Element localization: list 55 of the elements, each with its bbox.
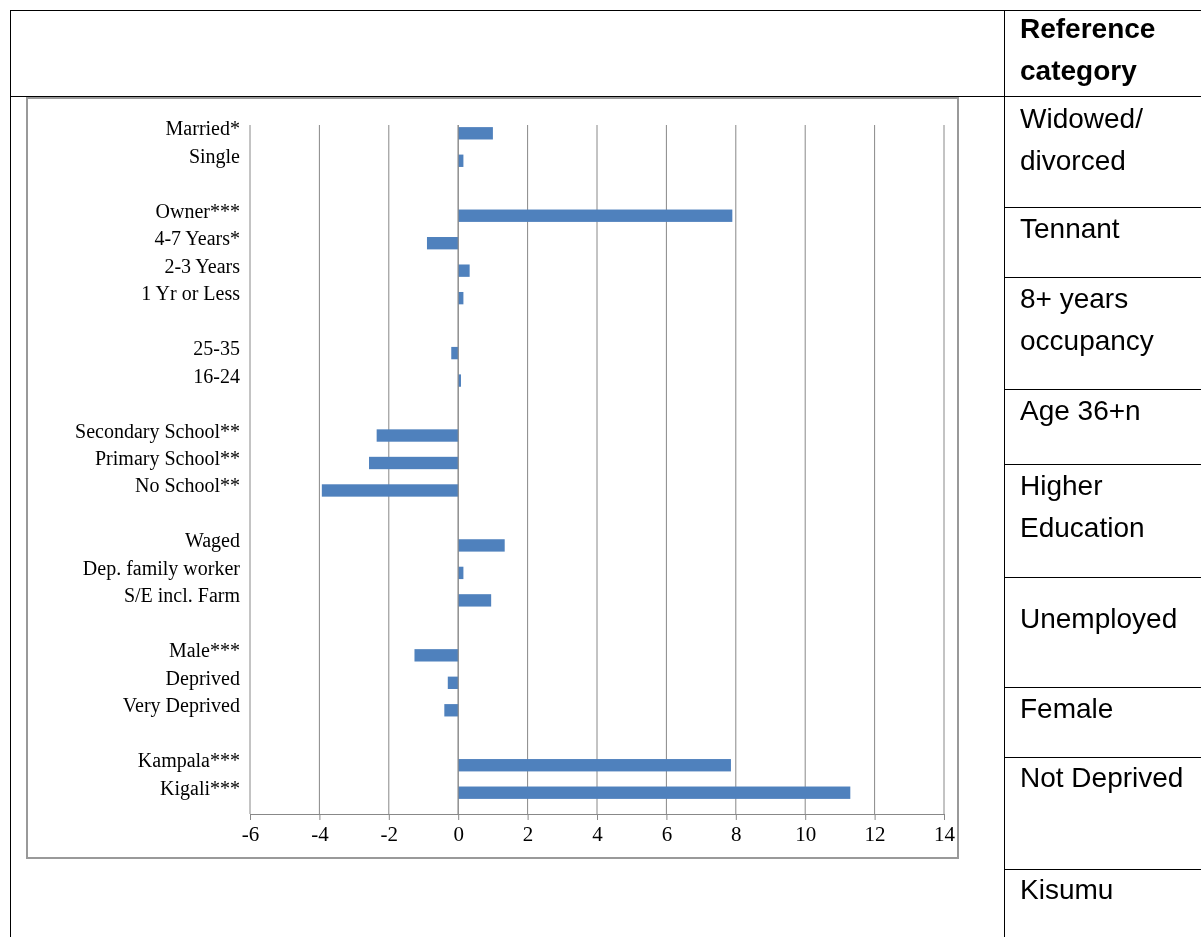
text: Reference category [1019, 12, 1157, 88]
bar [458, 539, 505, 552]
y-tick-label: Deprived [165, 666, 240, 690]
text: Kisumu [1019, 873, 1115, 907]
y-tick-label: Single [188, 144, 241, 168]
text: Unemployed [1019, 602, 1179, 636]
x-tick-label: 4 [592, 821, 604, 846]
bar [458, 127, 493, 140]
x-tick-label: 14 [934, 821, 956, 846]
x-tick-label: 2 [522, 821, 534, 846]
x-tick-label: 10 [795, 821, 817, 846]
bar [458, 786, 851, 799]
x-tick-label: 6 [661, 821, 673, 846]
y-tick-label: Owner*** [155, 199, 240, 222]
y-tick-label: No School** [135, 474, 240, 497]
bar [369, 456, 459, 470]
bar [458, 264, 470, 277]
y-tick-label: Kigali*** [160, 776, 240, 800]
x-tick-label: -4 [311, 821, 330, 846]
bar [458, 209, 733, 222]
bar [414, 649, 459, 662]
y-tick-label: 1 Yr or Less [141, 282, 241, 305]
y-tick-label: 2-3 Years [164, 254, 241, 277]
text: Widowed/ divorced [1019, 102, 1144, 178]
text: Age 36+n [1019, 394, 1142, 428]
text: Higher Education [1019, 469, 1146, 545]
bar [447, 676, 459, 689]
x-tick-label: 12 [864, 821, 886, 846]
y-tick-label: 4-7 Years* [154, 227, 240, 250]
bar [444, 704, 459, 717]
bar [458, 594, 492, 607]
x-tick-label: -2 [380, 821, 399, 846]
y-tick-label: Secondary School** [75, 419, 240, 443]
text: 8+ years occupancy [1019, 282, 1155, 358]
y-tick-label: Dep. family worker [82, 556, 241, 580]
y-tick-label: Male*** [168, 639, 240, 662]
y-tick-label: S/E incl. Farm [123, 584, 241, 607]
text: Not Deprived [1019, 761, 1185, 795]
y-tick-label: Very Deprived [122, 694, 240, 718]
text: Tennant [1019, 212, 1121, 246]
y-tick-label: Primary School** [95, 447, 240, 470]
bar [426, 237, 459, 250]
bar [376, 429, 459, 442]
y-tick-label: Kampala*** [137, 749, 240, 773]
bar [451, 346, 459, 360]
y-tick-label: Married* [165, 117, 240, 140]
bar [321, 484, 459, 497]
y-tick-label: 25-35 [193, 337, 240, 360]
x-tick-label: 8 [731, 821, 742, 846]
x-tick-label: 0 [453, 821, 464, 846]
x-tick-label: -6 [241, 821, 260, 846]
y-tick-label: Waged [184, 529, 240, 553]
y-tick-label: 16-24 [193, 364, 240, 387]
text: Female [1019, 692, 1115, 726]
bar [458, 759, 731, 772]
